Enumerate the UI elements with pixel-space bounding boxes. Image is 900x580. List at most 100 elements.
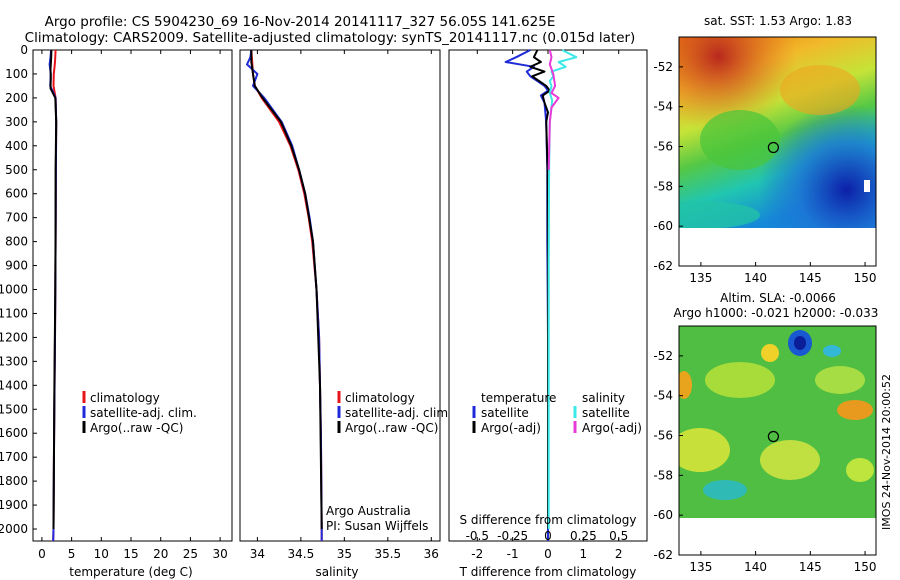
x-tick-label: 20 [153, 547, 168, 561]
salinity-profiles [246, 49, 323, 541]
temperature-xlabel: temperature (deg C) [69, 565, 192, 579]
sla-map-title-line2: Argo h1000: -0.021 h2000: -0.033 [674, 306, 879, 320]
map-x-tick-label: 145 [799, 271, 822, 285]
series-line-argo-raw-qc- [49, 49, 58, 530]
top-tick-label: -0.25 [497, 529, 528, 543]
sla-argo-marker [767, 430, 779, 443]
depth-tick-label: 700 [5, 211, 28, 225]
depth-tick-label: 900 [5, 259, 28, 273]
depth-tick-label: 300 [5, 115, 28, 129]
difference-profiles [504, 49, 578, 541]
depth-tick-label: 500 [5, 163, 28, 177]
difference-top-xlabel: S difference from climatology [460, 513, 637, 527]
map-x-tick-label: 135 [689, 271, 712, 285]
depth-tick-label: 1600 [0, 426, 28, 440]
argo-pi-annotation: PI: Susan Wijffels [326, 519, 428, 533]
map-x-tick-label: 140 [744, 560, 767, 574]
map-y-tick-label: -62 [653, 259, 673, 273]
x-tick-label: 5 [68, 547, 76, 561]
legend-label-argo: Argo(..raw -QC) [90, 421, 183, 435]
salinity-difference-scale: -0.5 -0.25 0 0.25 0.5 [466, 529, 629, 543]
depth-axis-ticks: 0 100 200 300 400 500 600 700 800 900 1000 1100 1200… [0, 43, 37, 536]
x-tick-label: 30 [212, 547, 227, 561]
top-tick-label: -0.5 [466, 529, 489, 543]
x-tick-label: 0 [544, 547, 552, 561]
x-tick-label: 34 [250, 547, 265, 561]
map-y-tick-label: -58 [653, 468, 673, 482]
depth-tick-label: 1500 [0, 402, 28, 416]
salinity-x-ticks: 34 34.5 35 35.5 36 [250, 50, 439, 561]
legend-label-sal-satellite: satellite [582, 406, 630, 420]
map-y-tick-label: -56 [653, 429, 673, 443]
sla-map-panel: Altim. SLA: -0.0066 Argo h1000: -0.021 h… [653, 291, 878, 574]
salinity-panel: 34 34.5 35 35.5 36 salinity climatology sate… [239, 49, 452, 579]
argo-agency-annotation: Argo Australia [326, 504, 411, 518]
depth-tick-label: 100 [5, 67, 28, 81]
map-y-tick-label: -54 [653, 100, 673, 114]
x-tick-label: 35.5 [374, 547, 401, 561]
sst-map-panel: sat. SST: 1.53 Argo: 1.83 -52 -54 -56 -58 -6… [653, 14, 877, 285]
figure-title-line1: Argo profile: CS 5904230_69 16-Nov-2014 … [45, 14, 556, 30]
legend-label-satellite: satellite-adj. clim. [345, 406, 452, 420]
legend-label-climatology: climatology [90, 391, 160, 405]
sla-map-image [679, 326, 876, 518]
legend-label-temp-satellite: satellite [481, 406, 529, 420]
depth-tick-label: 1300 [0, 354, 28, 368]
sla-map-frame [678, 325, 877, 556]
map-x-tick-label: 150 [854, 271, 877, 285]
sst-map-image [679, 37, 876, 228]
top-tick-label: 0 [544, 529, 552, 543]
salinity-plot-frame [239, 49, 441, 542]
timestamp-stamp: IMOS 24-Nov-2014 20:00:52 [880, 374, 893, 530]
sla-map-title-line1: Altim. SLA: -0.0066 [720, 291, 836, 305]
salinity-xlabel: salinity [315, 565, 358, 579]
difference-legend: temperature salinity satellite Argo(-adj… [472, 391, 642, 435]
temperature-plot-frame [32, 49, 233, 542]
top-tick-label: 0.5 [609, 529, 628, 543]
legend-label-climatology: climatology [345, 391, 415, 405]
map-x-tick-label: 140 [744, 271, 767, 285]
legend-label-sal-argo: Argo(-adj) [582, 421, 642, 435]
depth-tick-label: 1800 [0, 474, 28, 488]
legend-label-satellite: satellite-adj. clim. [90, 406, 197, 420]
map-x-tick-label: 150 [854, 560, 877, 574]
depth-tick-label: 1700 [0, 450, 28, 464]
sst-map-frame [678, 36, 877, 267]
series-line-argo-raw-qc- [250, 50, 323, 530]
x-tick-label: 15 [123, 547, 138, 561]
series-line-salinity-argo-adj- [547, 49, 560, 170]
sst-map-nodata [679, 228, 876, 266]
depth-tick-label: 600 [5, 187, 28, 201]
difference-xlabel: T difference from climatology [459, 565, 637, 579]
map-y-tick-label: -56 [653, 140, 673, 154]
temperature-panel: 0100200300400500600700800900100011001200… [0, 43, 233, 579]
map-y-tick-label: -54 [653, 389, 673, 403]
top-tick-label: 0.25 [570, 529, 597, 543]
depth-tick-label: 1000 [0, 283, 28, 297]
temperature-x-ticks: 0 5 10 15 20 25 30 [38, 50, 228, 561]
sst-map-title: sat. SST: 1.53 Argo: 1.83 [704, 14, 852, 28]
depth-tick-label: 200 [5, 91, 28, 105]
map-y-tick-label: -62 [653, 548, 673, 562]
x-tick-label: 2 [615, 547, 623, 561]
map-x-tick-label: 135 [689, 560, 712, 574]
depth-tick-label: 2000 [0, 522, 28, 536]
depth-tick-label: 400 [5, 139, 28, 153]
sla-map-nodata [679, 518, 876, 555]
depth-tick-label: 0 [20, 43, 28, 57]
depth-tick-label: 1100 [0, 306, 28, 320]
map-y-tick-label: -52 [653, 349, 673, 363]
depth-tick-label: 800 [5, 235, 28, 249]
difference-panel: -2 -1 0 1 2 T difference from climatology S … [448, 49, 648, 579]
map-y-tick-label: -60 [653, 219, 673, 233]
x-tick-label: 10 [94, 547, 109, 561]
map-y-tick-label: -60 [653, 508, 673, 522]
depth-tick-label: 1200 [0, 330, 28, 344]
x-tick-label: 35 [337, 547, 352, 561]
x-tick-label: 0 [38, 547, 46, 561]
depth-tick-label: 1400 [0, 378, 28, 392]
x-tick-label: 25 [183, 547, 198, 561]
legend-label-argo: Argo(..raw -QC) [345, 421, 438, 435]
series-line-salinity-satellite [547, 49, 578, 529]
